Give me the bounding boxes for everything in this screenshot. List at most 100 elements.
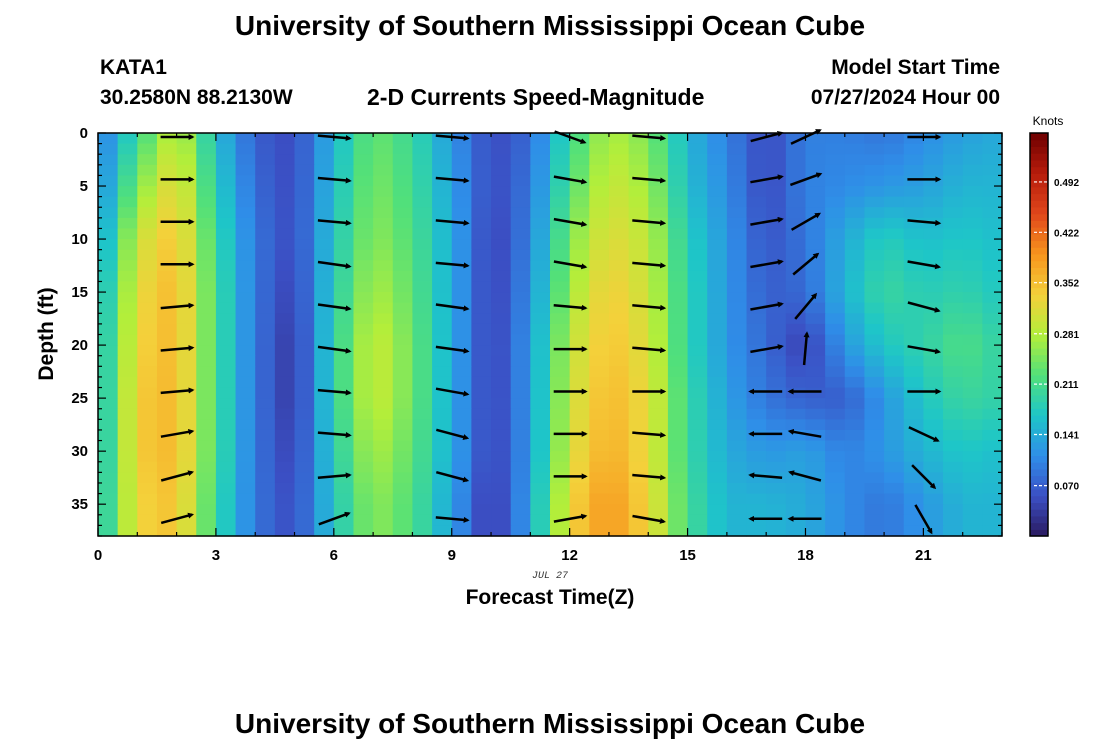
- current-vector: [750, 259, 784, 269]
- heatmap-cell: [137, 408, 158, 420]
- heatmap-cell: [805, 355, 826, 367]
- heatmap-cell: [844, 355, 866, 367]
- heatmap-cell: [137, 461, 158, 473]
- heatmap-cell: [117, 186, 138, 198]
- heatmap-cell: [274, 302, 296, 314]
- heatmap-cell: [648, 482, 669, 495]
- heatmap-cell: [766, 228, 787, 240]
- heatmap-cell: [412, 504, 433, 516]
- heatmap-cell: [628, 376, 649, 389]
- heatmap-cell: [864, 292, 885, 304]
- heatmap-cell: [943, 164, 964, 177]
- heatmap-cell: [471, 376, 492, 389]
- colorbar-swatch: [1030, 253, 1048, 262]
- heatmap-cell: [608, 398, 630, 410]
- heatmap-cell: [412, 302, 433, 314]
- heatmap-cell: [569, 461, 590, 473]
- heatmap-cell: [196, 228, 217, 240]
- heatmap-cell: [805, 228, 826, 240]
- heatmap-cell: [726, 376, 748, 389]
- heatmap-cell: [648, 419, 669, 431]
- heatmap-cell: [648, 408, 669, 420]
- heatmap-cell: [353, 217, 374, 230]
- heatmap-cell: [844, 143, 866, 155]
- heatmap-cell: [117, 461, 138, 473]
- heatmap-cell: [726, 260, 748, 272]
- heatmap-cell: [471, 451, 492, 463]
- heatmap-cell: [903, 228, 924, 240]
- heatmap-cell: [766, 313, 787, 325]
- heatmap-cell: [451, 366, 472, 378]
- heatmap-cell: [156, 249, 178, 261]
- heatmap-cell: [451, 419, 472, 431]
- heatmap-cell: [805, 260, 826, 272]
- heatmap-cell: [530, 270, 551, 283]
- heatmap-cell: [569, 143, 590, 155]
- heatmap-cell: [923, 196, 944, 208]
- heatmap-cell: [255, 239, 276, 251]
- y-axis-label: Depth (ft): [35, 287, 58, 380]
- heatmap-cell: [766, 323, 787, 336]
- heatmap-cell: [137, 302, 158, 314]
- heatmap-cell: [412, 398, 433, 410]
- heatmap-cell: [923, 175, 944, 187]
- colorbar-swatch: [1030, 139, 1048, 148]
- heatmap-cell: [333, 313, 355, 325]
- heatmap-cell: [98, 292, 119, 304]
- heatmap-cell: [176, 451, 197, 463]
- colorbar-swatch: [1030, 361, 1048, 369]
- heatmap-cell: [648, 281, 669, 293]
- heatmap-cell: [628, 196, 649, 208]
- heatmap-cell: [235, 217, 256, 230]
- heatmap-cell: [982, 429, 1003, 442]
- heatmap-cell: [392, 408, 414, 420]
- heatmap-cell: [432, 408, 453, 420]
- heatmap-cell: [156, 525, 178, 537]
- heatmap-cell: [589, 164, 610, 177]
- heatmap-cell: [687, 451, 708, 463]
- heatmap-cell: [550, 281, 571, 293]
- heatmap-cell: [333, 440, 355, 452]
- heatmap-cell: [274, 366, 296, 378]
- heatmap-cell: [392, 217, 414, 230]
- heatmap-cell: [589, 398, 610, 410]
- heatmap-cell: [196, 525, 217, 537]
- heatmap-cell: [923, 154, 944, 166]
- heatmap-cell: [648, 154, 669, 166]
- heatmap-cell: [687, 207, 708, 219]
- heatmap-cell: [274, 133, 296, 145]
- heatmap-cell: [805, 313, 826, 325]
- heatmap-cell: [510, 376, 531, 389]
- heatmap-cell: [805, 196, 826, 208]
- heatmap-cell: [510, 429, 531, 442]
- heatmap-cell: [805, 440, 826, 452]
- heatmap-cell: [805, 217, 826, 230]
- heatmap-cell: [766, 408, 787, 420]
- heatmap-cell: [215, 493, 237, 505]
- heatmap-cell: [726, 292, 748, 304]
- heatmap-cell: [530, 302, 551, 314]
- heatmap-cell: [667, 217, 689, 230]
- heatmap-cell: [176, 143, 197, 155]
- heatmap-cell: [156, 408, 178, 420]
- current-vector: [160, 512, 195, 525]
- heatmap-cell: [392, 186, 414, 198]
- heatmap-cell: [844, 334, 866, 346]
- heatmap-cell: [235, 196, 256, 208]
- heatmap-cell: [726, 461, 748, 473]
- heatmap-cell: [196, 429, 217, 442]
- heatmap-cell: [451, 493, 472, 505]
- heatmap-cell: [884, 504, 905, 516]
- colorbar-swatch: [1030, 260, 1048, 268]
- heatmap-cell: [707, 366, 728, 378]
- heatmap-cell: [687, 419, 708, 431]
- heatmap-cell: [530, 313, 551, 325]
- heatmap-cell: [608, 154, 630, 166]
- heatmap-cell: [117, 196, 138, 208]
- heatmap-cell: [314, 186, 335, 198]
- heatmap-cell: [117, 228, 138, 240]
- heatmap-cell: [825, 451, 846, 463]
- heatmap-cell: [392, 164, 414, 177]
- heatmap-cell: [785, 143, 807, 155]
